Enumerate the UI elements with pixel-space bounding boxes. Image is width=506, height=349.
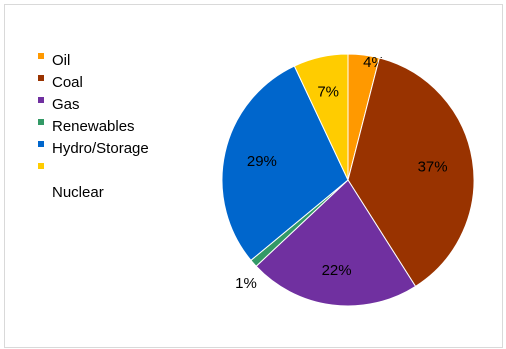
data-label-hydro-storage: 29% xyxy=(247,153,277,170)
legend-item-oil: Oil xyxy=(36,50,149,72)
pie-slice-gas xyxy=(255,179,417,307)
legend-swatch-gas xyxy=(38,97,44,103)
legend-label-gas: Gas xyxy=(52,96,80,113)
legend-item-hydro-storage: Hydro/Storage xyxy=(36,138,149,160)
data-label-renewables: 1% xyxy=(235,275,257,292)
legend-item-nuclear: Nuclear xyxy=(36,160,149,204)
legend-item-gas: Gas xyxy=(36,94,149,116)
legend-swatch-hydro-storage xyxy=(38,141,44,147)
pie-slice-hydro-storage xyxy=(221,65,349,262)
legend-label-hydro-storage: Hydro/Storage xyxy=(52,140,149,157)
legend-label-nuclear: Nuclear xyxy=(52,184,104,201)
data-label-nuclear: 7% xyxy=(317,84,339,101)
data-label-gas: 22% xyxy=(322,262,352,279)
legend: Oil Coal Gas Renewables Hydro/Storage Nu… xyxy=(36,50,149,204)
data-label-coal: 37% xyxy=(418,159,448,176)
legend-label-oil: Oil xyxy=(52,52,71,69)
legend-label-coal: Coal xyxy=(52,74,83,91)
legend-swatch-nuclear xyxy=(38,163,44,169)
legend-item-renewables: Renewables xyxy=(36,116,149,138)
legend-swatch-renewables xyxy=(38,119,44,125)
legend-label-renewables: Renewables xyxy=(52,118,135,135)
legend-swatch-coal xyxy=(38,75,44,81)
legend-swatch-oil xyxy=(38,53,44,59)
pie-slice-nuclear xyxy=(293,53,349,181)
legend-item-coal: Coal xyxy=(36,72,149,94)
